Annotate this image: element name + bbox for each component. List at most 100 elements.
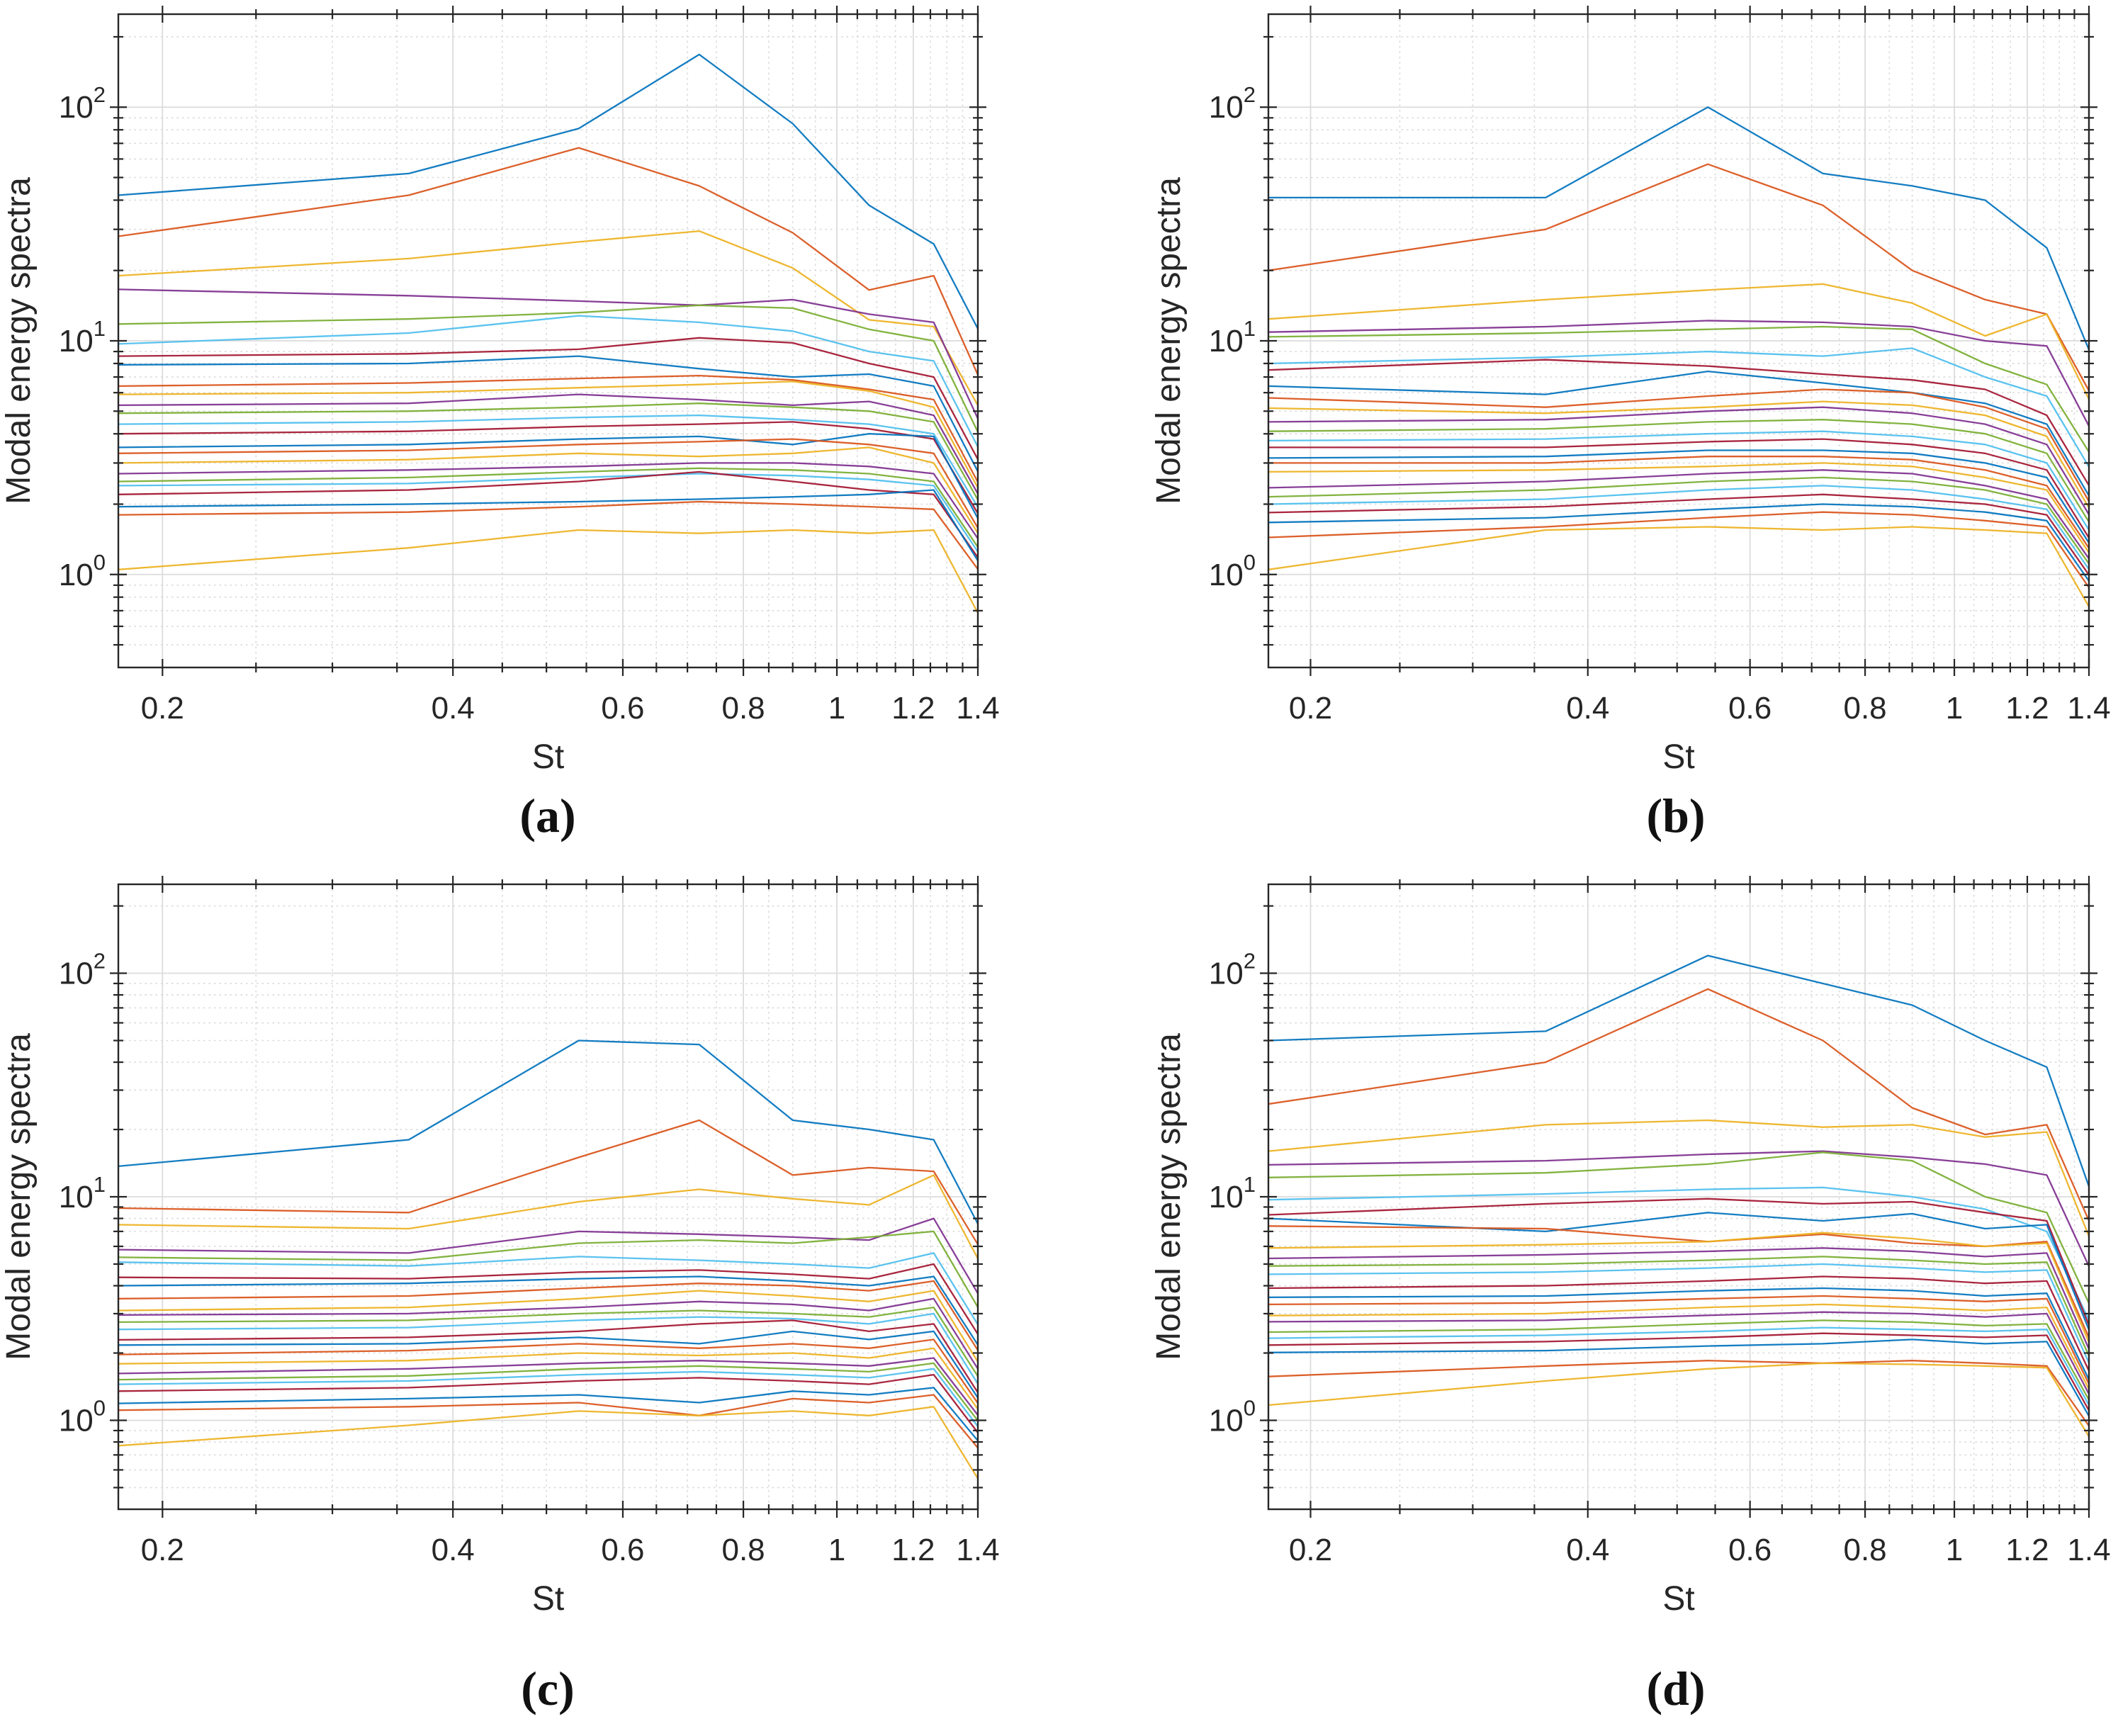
series-line — [1268, 1119, 2089, 1239]
x-tick-label: 1 — [1946, 691, 1963, 726]
series-line — [118, 1368, 978, 1428]
tick-marks — [1260, 876, 2097, 1518]
y-tick-labels: 100 101 102 — [59, 949, 106, 1438]
series-line — [118, 1347, 978, 1411]
series-line — [118, 1119, 978, 1246]
series-line — [118, 288, 978, 421]
x-axis-label: St — [1662, 1580, 1694, 1618]
series-line — [118, 500, 978, 571]
series-line — [1268, 485, 2089, 571]
minor-grid — [1268, 14, 2089, 667]
x-tick-label: 0.4 — [432, 691, 475, 726]
y-tick-label: 101 — [1209, 1172, 1256, 1214]
series-line — [118, 355, 978, 473]
y-tick-label: 102 — [1209, 82, 1256, 125]
y-axis-label: Modal energy spectra — [1150, 1033, 1188, 1360]
series-line — [1268, 503, 2089, 582]
caption-d: (d) — [1646, 1662, 1706, 1715]
series-line — [1268, 1256, 2089, 1358]
series-line — [1268, 1186, 2089, 1322]
series-line — [1268, 430, 2089, 532]
series-line — [1268, 449, 2089, 545]
y-axis-label: Modal energy spectra — [1150, 177, 1188, 505]
x-tick-label: 1.4 — [2067, 1533, 2110, 1567]
series-line — [118, 470, 978, 559]
series-line — [118, 1174, 978, 1261]
series-line — [1268, 1360, 2089, 1428]
series-line — [1268, 359, 2089, 487]
series-line — [1268, 438, 2089, 540]
series-line — [1268, 106, 2089, 352]
series-line — [1268, 370, 2089, 497]
x-tick-label: 0.4 — [432, 1533, 475, 1567]
series-line — [118, 1039, 978, 1226]
x-tick-label: 0.4 — [1566, 1533, 1609, 1567]
series-line — [1268, 1311, 2089, 1396]
series-line — [1268, 456, 2089, 550]
series-line — [1268, 419, 2089, 524]
series-line — [118, 489, 978, 563]
series-line — [1268, 954, 2089, 1190]
series-line — [1268, 388, 2089, 503]
y-tick-labels: 100 101 102 — [1209, 82, 1256, 592]
minor-grid — [1268, 884, 2089, 1509]
series-line — [1268, 1225, 2089, 1340]
series-line — [1268, 988, 2089, 1223]
y-tick-label: 100 — [1209, 1395, 1256, 1438]
x-tick-label: 1.4 — [956, 1533, 999, 1567]
x-tick-label: 1 — [828, 691, 845, 726]
major-grid — [118, 884, 978, 1509]
series-line — [118, 1297, 978, 1371]
y-axis-label: Modal energy spectra — [0, 1033, 38, 1360]
x-axis-label: St — [532, 738, 564, 776]
series-line — [118, 1306, 978, 1378]
series-line — [1268, 347, 2089, 468]
x-tick-label: 0.2 — [1289, 1533, 1332, 1567]
series-line — [1268, 1326, 2089, 1407]
series-line — [118, 1373, 978, 1434]
series-line — [1268, 400, 2089, 509]
y-tick-label: 100 — [1209, 550, 1256, 592]
series-line — [118, 1217, 978, 1295]
series-line — [118, 1394, 978, 1450]
series-line — [1268, 1151, 2089, 1306]
caption-b: (b) — [1646, 789, 1706, 842]
x-tick-labels: 0.2 0.4 0.6 0.8 1 1.2 1.4 — [141, 1533, 1000, 1567]
series-group — [118, 1039, 978, 1480]
series-line — [1268, 1247, 2089, 1351]
x-tick-labels: 0.2 0.4 0.6 0.8 1 1.2 1.4 — [1289, 691, 2111, 726]
series-line — [118, 1387, 978, 1443]
tick-marks — [1260, 6, 2097, 676]
series-line — [1268, 283, 2089, 401]
series-line — [118, 446, 978, 535]
x-tick-label: 1.2 — [2005, 691, 2049, 726]
series-line — [118, 147, 978, 377]
y-tick-label: 101 — [1209, 316, 1256, 359]
x-tick-label: 0.6 — [1728, 1533, 1771, 1567]
series-line — [1268, 462, 2089, 555]
series-line — [118, 393, 978, 496]
series-line — [118, 473, 978, 553]
major-grid — [1268, 14, 2089, 667]
x-tick-label: 0.4 — [1566, 691, 1609, 726]
series-line — [1268, 1303, 2089, 1392]
x-tick-labels: 0.2 0.4 0.6 0.8 1 1.2 1.4 — [141, 691, 1000, 726]
series-line — [1268, 1150, 2089, 1268]
series-line — [118, 1280, 978, 1352]
series-line — [1268, 469, 2089, 560]
x-tick-label: 1.2 — [2005, 1533, 2049, 1567]
series-line — [1268, 511, 2089, 590]
y-tick-label: 101 — [59, 1172, 106, 1214]
series-line — [118, 337, 978, 461]
series-line — [1268, 526, 2089, 609]
series-line — [1268, 1319, 2089, 1402]
y-tick-label: 101 — [59, 316, 106, 359]
tick-marks — [110, 876, 986, 1518]
series-line — [118, 1319, 978, 1394]
series-line — [1268, 320, 2089, 428]
series-line — [118, 304, 978, 434]
series-line — [1268, 1197, 2089, 1328]
